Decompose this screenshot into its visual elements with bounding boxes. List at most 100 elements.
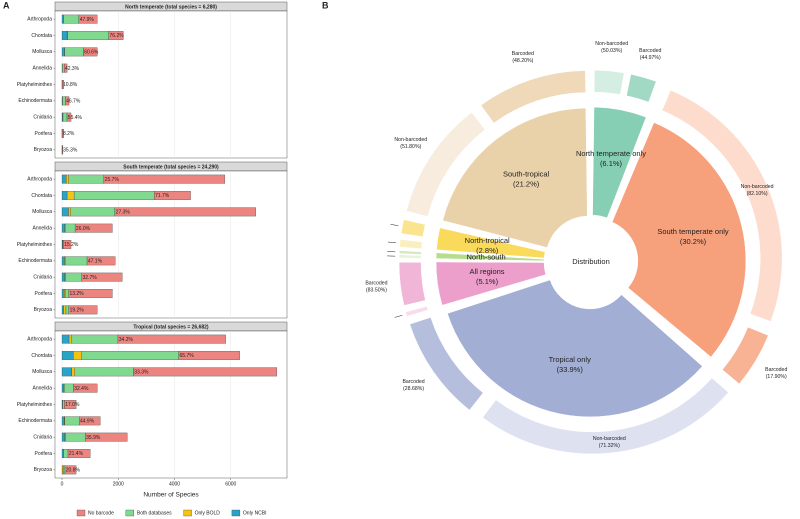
outer-wedge bbox=[482, 377, 729, 455]
outer-value-label: (28.68%) bbox=[403, 386, 424, 392]
outer-label: Non-barcoded bbox=[593, 436, 626, 442]
bar-segment bbox=[61, 47, 65, 57]
inner-value-label: (2.8%) bbox=[476, 246, 499, 255]
y-tick-label: Chordata bbox=[31, 353, 52, 359]
percent-label: 32.4% bbox=[74, 386, 89, 392]
bar-segment bbox=[63, 240, 72, 249]
bar-segment bbox=[61, 334, 70, 344]
percent-label: 32.7% bbox=[83, 275, 98, 281]
x-tick-label: 0 bbox=[61, 481, 64, 487]
outer-value-label: (51.80%) bbox=[400, 144, 421, 150]
percent-label: 47.1% bbox=[88, 258, 103, 264]
inner-wedge bbox=[592, 106, 647, 219]
bar-segment bbox=[61, 174, 67, 184]
bar-segment bbox=[61, 383, 64, 393]
outer-value-label: (71.32%) bbox=[599, 443, 620, 449]
y-tick-label: Annelida bbox=[33, 385, 53, 391]
outer-value-label: (83.50%) bbox=[366, 288, 387, 294]
y-tick-label: Porifera bbox=[34, 451, 52, 457]
bar-segment bbox=[74, 223, 113, 233]
percent-label: 46.7% bbox=[66, 98, 81, 104]
legend-label: Both databases bbox=[137, 511, 172, 517]
bar-segment bbox=[63, 305, 67, 315]
bar-segment bbox=[78, 14, 98, 24]
bar-segment bbox=[68, 334, 73, 344]
facet-title: Tropical (total species = 26,682) bbox=[133, 324, 209, 330]
bar-segment bbox=[65, 305, 69, 315]
bar-segment bbox=[81, 351, 179, 360]
outer-label: Barcoded bbox=[365, 281, 387, 287]
inner-label: North temperate only bbox=[576, 149, 646, 158]
percent-label: 35.9% bbox=[86, 435, 101, 441]
bar-segment bbox=[62, 129, 64, 138]
outer-label: Non-barcoded bbox=[595, 41, 628, 47]
bar-segment bbox=[62, 400, 65, 409]
legend-label: Only BOLD bbox=[195, 511, 221, 517]
bar-segment bbox=[70, 207, 116, 217]
outer-label: Barcoded bbox=[639, 48, 661, 54]
inner-wedge bbox=[611, 122, 747, 358]
y-tick-label: Platyhelminthes bbox=[17, 402, 53, 408]
bar-segment bbox=[61, 223, 65, 233]
outer-wedge bbox=[593, 69, 625, 95]
bar-segment bbox=[178, 351, 240, 360]
bar-segment bbox=[65, 432, 86, 442]
bar-segment bbox=[133, 367, 278, 377]
facet-title: South temperate (total species = 24,290) bbox=[123, 164, 219, 170]
bar-segment bbox=[64, 63, 68, 73]
y-tick-label: Echinodermata bbox=[18, 98, 52, 104]
bar-segment bbox=[62, 112, 68, 122]
bar-segment bbox=[64, 47, 84, 57]
y-tick-label: Mollusca bbox=[32, 49, 52, 55]
outer-value-label: (50.03%) bbox=[601, 48, 622, 54]
percent-label: 8.2% bbox=[63, 131, 75, 137]
outer-wedge bbox=[409, 317, 484, 411]
bar-segment bbox=[103, 174, 226, 184]
bar-segment bbox=[64, 416, 80, 426]
bar-segment bbox=[64, 289, 69, 298]
bar-segment bbox=[61, 14, 64, 24]
bar-segment bbox=[61, 305, 64, 315]
y-tick-label: Echinodermata bbox=[18, 258, 52, 264]
percent-label: 55.4% bbox=[68, 115, 83, 121]
inner-wedge bbox=[442, 107, 588, 248]
outer-wedge bbox=[626, 73, 657, 103]
bar-segment bbox=[79, 416, 101, 426]
percent-label: 10.8% bbox=[63, 82, 78, 88]
bar-segment bbox=[64, 465, 77, 475]
y-tick-label: Porifera bbox=[34, 291, 52, 297]
center-hole bbox=[551, 222, 631, 302]
y-tick-label: Arthropoda bbox=[27, 336, 52, 342]
outer-label: Non-barcoded bbox=[741, 184, 774, 190]
inner-value-label: (21.2%) bbox=[513, 179, 540, 188]
center-title: Distribution bbox=[572, 257, 610, 266]
outer-wedge bbox=[722, 326, 769, 385]
bar-segment bbox=[66, 112, 72, 122]
outer-label: Barcoded bbox=[512, 51, 534, 57]
outer-wedge bbox=[406, 111, 486, 217]
outer-wedge bbox=[400, 219, 426, 237]
bar-segment bbox=[61, 351, 74, 360]
bar-segment bbox=[66, 191, 75, 200]
bar-segment bbox=[62, 80, 64, 89]
outer-wedge bbox=[398, 250, 422, 255]
outer-wedge bbox=[405, 305, 429, 317]
y-tick-label: Porifera bbox=[34, 131, 52, 137]
inner-value-label: (6.1%) bbox=[600, 159, 623, 168]
bar-segment bbox=[61, 256, 65, 266]
x-axis-title: Number of Species bbox=[143, 492, 199, 499]
inner-label: South temperate only bbox=[657, 227, 729, 236]
bar-segment bbox=[65, 96, 70, 106]
y-tick-label: Platyhelminthes bbox=[17, 242, 53, 248]
bar-segment bbox=[61, 432, 65, 442]
bar-segment bbox=[64, 383, 74, 393]
legend-swatch bbox=[76, 509, 86, 517]
bar-segment bbox=[68, 207, 71, 217]
percent-label: 19.2% bbox=[70, 307, 85, 313]
inner-label: North-south bbox=[466, 253, 505, 262]
bar-segment bbox=[66, 174, 69, 184]
bar-segment bbox=[68, 305, 98, 315]
inner-wedge bbox=[435, 252, 545, 262]
bar-segment bbox=[61, 289, 65, 298]
